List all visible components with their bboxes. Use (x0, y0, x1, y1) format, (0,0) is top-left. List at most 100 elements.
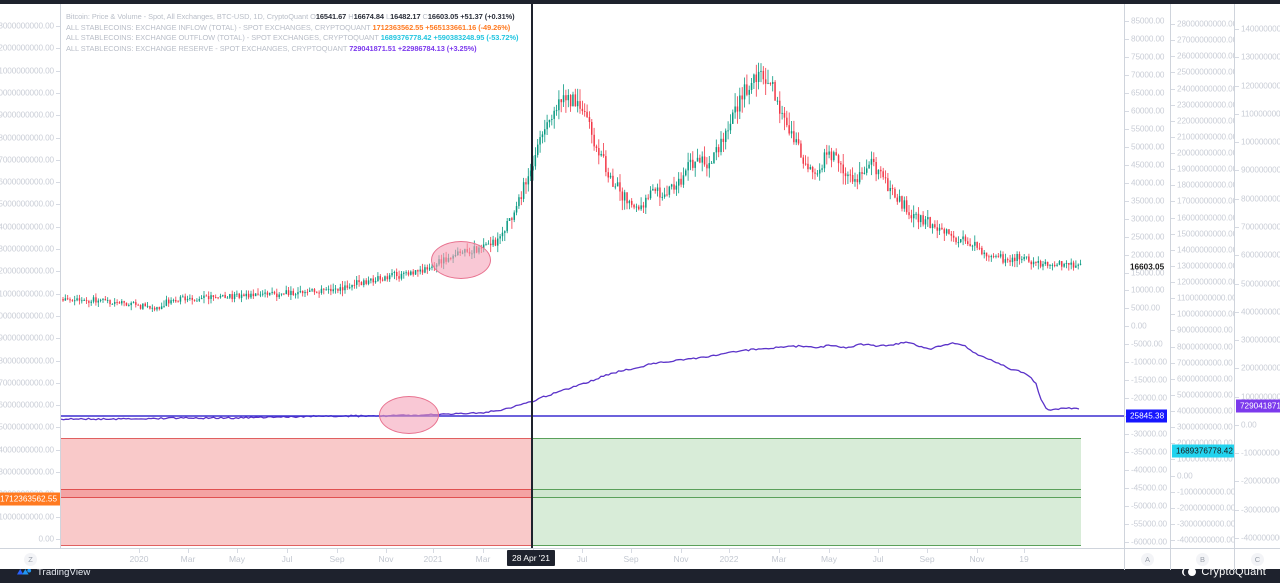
axis-tick-label: 5000000000.00 (0, 422, 54, 432)
axis-tick-mark (56, 315, 60, 317)
chart-surface[interactable]: 23000000000.00 22000000000.00 21000000000.… (0, 4, 1280, 548)
time-axis-tick-label: Jul (281, 554, 293, 564)
axis-tick-label: 1300000000.00 (1241, 52, 1280, 62)
axis-tick-mark (1125, 236, 1129, 238)
axis-tick-mark (1125, 362, 1129, 364)
axis-tick-label: 8000000000.00 (1177, 342, 1233, 351)
legend-row-reserve[interactable]: ALL STABLECOINS: EXCHANGE RESERVE - SPOT… (66, 44, 518, 55)
axis-tick-label: 18000000000.00 (0, 133, 54, 143)
axis-tick-mark (1125, 506, 1129, 508)
axis-tick-label: 1200000000.00 (1241, 81, 1280, 91)
axis-tick-label: 14000000000.00 (1177, 245, 1238, 255)
legend-value-inflow: 1712363562.55 (372, 22, 424, 32)
time-scale[interactable]: Z A B C 28 Apr '21 2020 Mar May Jul Sep Nov 20… (0, 548, 1280, 570)
axis-tick-mark (1171, 362, 1175, 364)
axis-tick-mark (1171, 459, 1175, 461)
legend-value-outflow: 1689376778.42 (380, 33, 432, 42)
axis-tick-mark (1125, 92, 1129, 94)
axis-tick-mark (1171, 427, 1175, 429)
axis-tick-mark (1125, 542, 1129, 543)
annotation-ellipse-reserve[interactable] (379, 396, 439, 434)
axis-tick-label: 16000000000.00 (0, 177, 54, 187)
axis-tick-mark (1171, 56, 1175, 58)
zone-border-green-bottom (531, 545, 1081, 546)
price-scale-right-a[interactable]: 85000.00 80000.00 75000.00 70000.00 65000.00… (1124, 4, 1170, 548)
axis-tick-mark (56, 92, 60, 94)
price-scale-right-c[interactable]: 1400000000.00 1300000000.00 1200000000.00 1… (1234, 4, 1280, 548)
axis-tick-label: 22000000000.00 (0, 43, 54, 53)
scale-button-c[interactable]: C (1234, 549, 1280, 570)
zone-border-green-top (531, 438, 1081, 439)
cryptoquant-logo-icon (1181, 567, 1197, 577)
axis-tick-mark (1171, 201, 1175, 203)
price-scale-right-b[interactable]: 28000000000.00 27000000000.00 26000000000.… (1170, 4, 1238, 548)
legend-row-btc[interactable]: Bitcoin: Price & Volume - Spot, All Exch… (66, 12, 518, 23)
axis-tick-label: 19000000000.00 (0, 110, 54, 120)
time-axis-tick-mark (386, 549, 387, 553)
legend-row-outflow[interactable]: ALL STABLECOINS: EXCHANGE OUTFLOW (TOTAL… (66, 33, 518, 44)
axis-tick-label: 9000000000.00 (0, 333, 54, 343)
axis-tick-mark (1171, 169, 1175, 171)
axis-tick-label: 28000000000.00 (1177, 19, 1238, 29)
axis-tick-label: 50000.00 (1131, 142, 1165, 152)
axis-tick-label: 75000.00 (1131, 52, 1165, 62)
cursor-time-badge: 28 Apr '21 (506, 550, 556, 566)
legend-row-inflow[interactable]: ALL STABLECOINS: EXCHANGE INFLOW (TOTAL)… (66, 23, 518, 34)
axis-tick-mark (56, 70, 60, 72)
time-axis-tick-mark (927, 549, 928, 553)
axis-tick-mark (1235, 424, 1239, 426)
legend-value-reserve: 729041871.51 (349, 43, 396, 53)
legend-change-inflow: +565133661.16 (-49.26%) (425, 22, 511, 32)
axis-tick-mark (1235, 29, 1239, 30)
axis-tick-label: 25000.00 (1131, 232, 1165, 242)
axis-tick-label: 16000000000.00 (1177, 213, 1238, 222)
time-axis-tick-mark (779, 549, 780, 553)
time-axis-tick-label: 2021 (423, 554, 443, 564)
axis-tick-label: 200000000.00 (1241, 363, 1280, 373)
price-scale-left-z[interactable]: 23000000000.00 22000000000.00 21000000000.… (0, 4, 61, 548)
axis-tick-label: 13000000000.00 (1177, 261, 1238, 271)
axis-tick-label: 14000000000.00 (0, 222, 54, 232)
tradingview-logo-icon (16, 566, 33, 578)
scale-button-b[interactable]: B (1170, 549, 1234, 570)
axis-tick-label: 10000.00 (1131, 285, 1165, 295)
axis-tick-mark (1171, 153, 1175, 154)
axis-tick-label: 20000000000.00 (0, 88, 54, 98)
legend-ohlc-l-label: L (386, 12, 391, 21)
axis-tick-label: -40000.00 (1131, 465, 1167, 475)
axis-tick-mark (1171, 24, 1175, 25)
time-axis-tick-mark (188, 549, 189, 553)
time-axis-tick-mark (729, 549, 730, 553)
axis-tick-label: 60000.00 (1131, 106, 1165, 116)
axis-tick-label: -10000.00 (1131, 357, 1167, 367)
plot-area[interactable] (61, 4, 1124, 548)
tradingview-logo[interactable]: TradingView (16, 566, 90, 578)
price-badge: 1689376778.42 (1172, 444, 1236, 458)
axis-tick-label: 5000.00 (1131, 303, 1160, 313)
axis-tick-label: 35000.00 (1131, 196, 1165, 206)
time-axis-tick-mark (483, 549, 484, 553)
annotation-ellipse-price[interactable] (431, 241, 491, 279)
time-axis-tick-label: Nov (969, 554, 985, 564)
axis-tick-label: 100000000.00 (1241, 392, 1280, 402)
axis-tick-label: 26000000000.00 (1177, 51, 1238, 61)
axis-tick-label: 1000000000.00 (1241, 137, 1280, 147)
time-axis-tick-label: May (228, 554, 246, 564)
time-axis-tick-mark (681, 549, 682, 553)
axis-tick-label: -20000.00 (1131, 393, 1167, 403)
axis-tick-label: 11000000000.00 (0, 289, 54, 299)
axis-tick-mark (1171, 217, 1175, 219)
axis-tick-label: 4000000000.00 (0, 445, 54, 455)
axis-tick-label: 15000.00 (1131, 268, 1165, 278)
axis-tick-label: 12000000000.00 (1177, 277, 1238, 287)
axis-tick-label: 25000000000.00 (1177, 67, 1238, 77)
scale-button-z[interactable]: Z (0, 549, 61, 570)
axis-tick-mark (56, 182, 60, 184)
axis-tick-mark (1171, 330, 1175, 332)
legend-ohlc-o-label: O (310, 12, 316, 21)
cryptoquant-logo[interactable]: CryptoQuant (1181, 566, 1266, 578)
axis-tick-mark (1171, 491, 1175, 493)
axis-tick-label: 70000.00 (1131, 70, 1165, 80)
scale-button-a[interactable]: A (1124, 549, 1170, 570)
axis-tick-label: -200000000.00 (1241, 476, 1280, 486)
